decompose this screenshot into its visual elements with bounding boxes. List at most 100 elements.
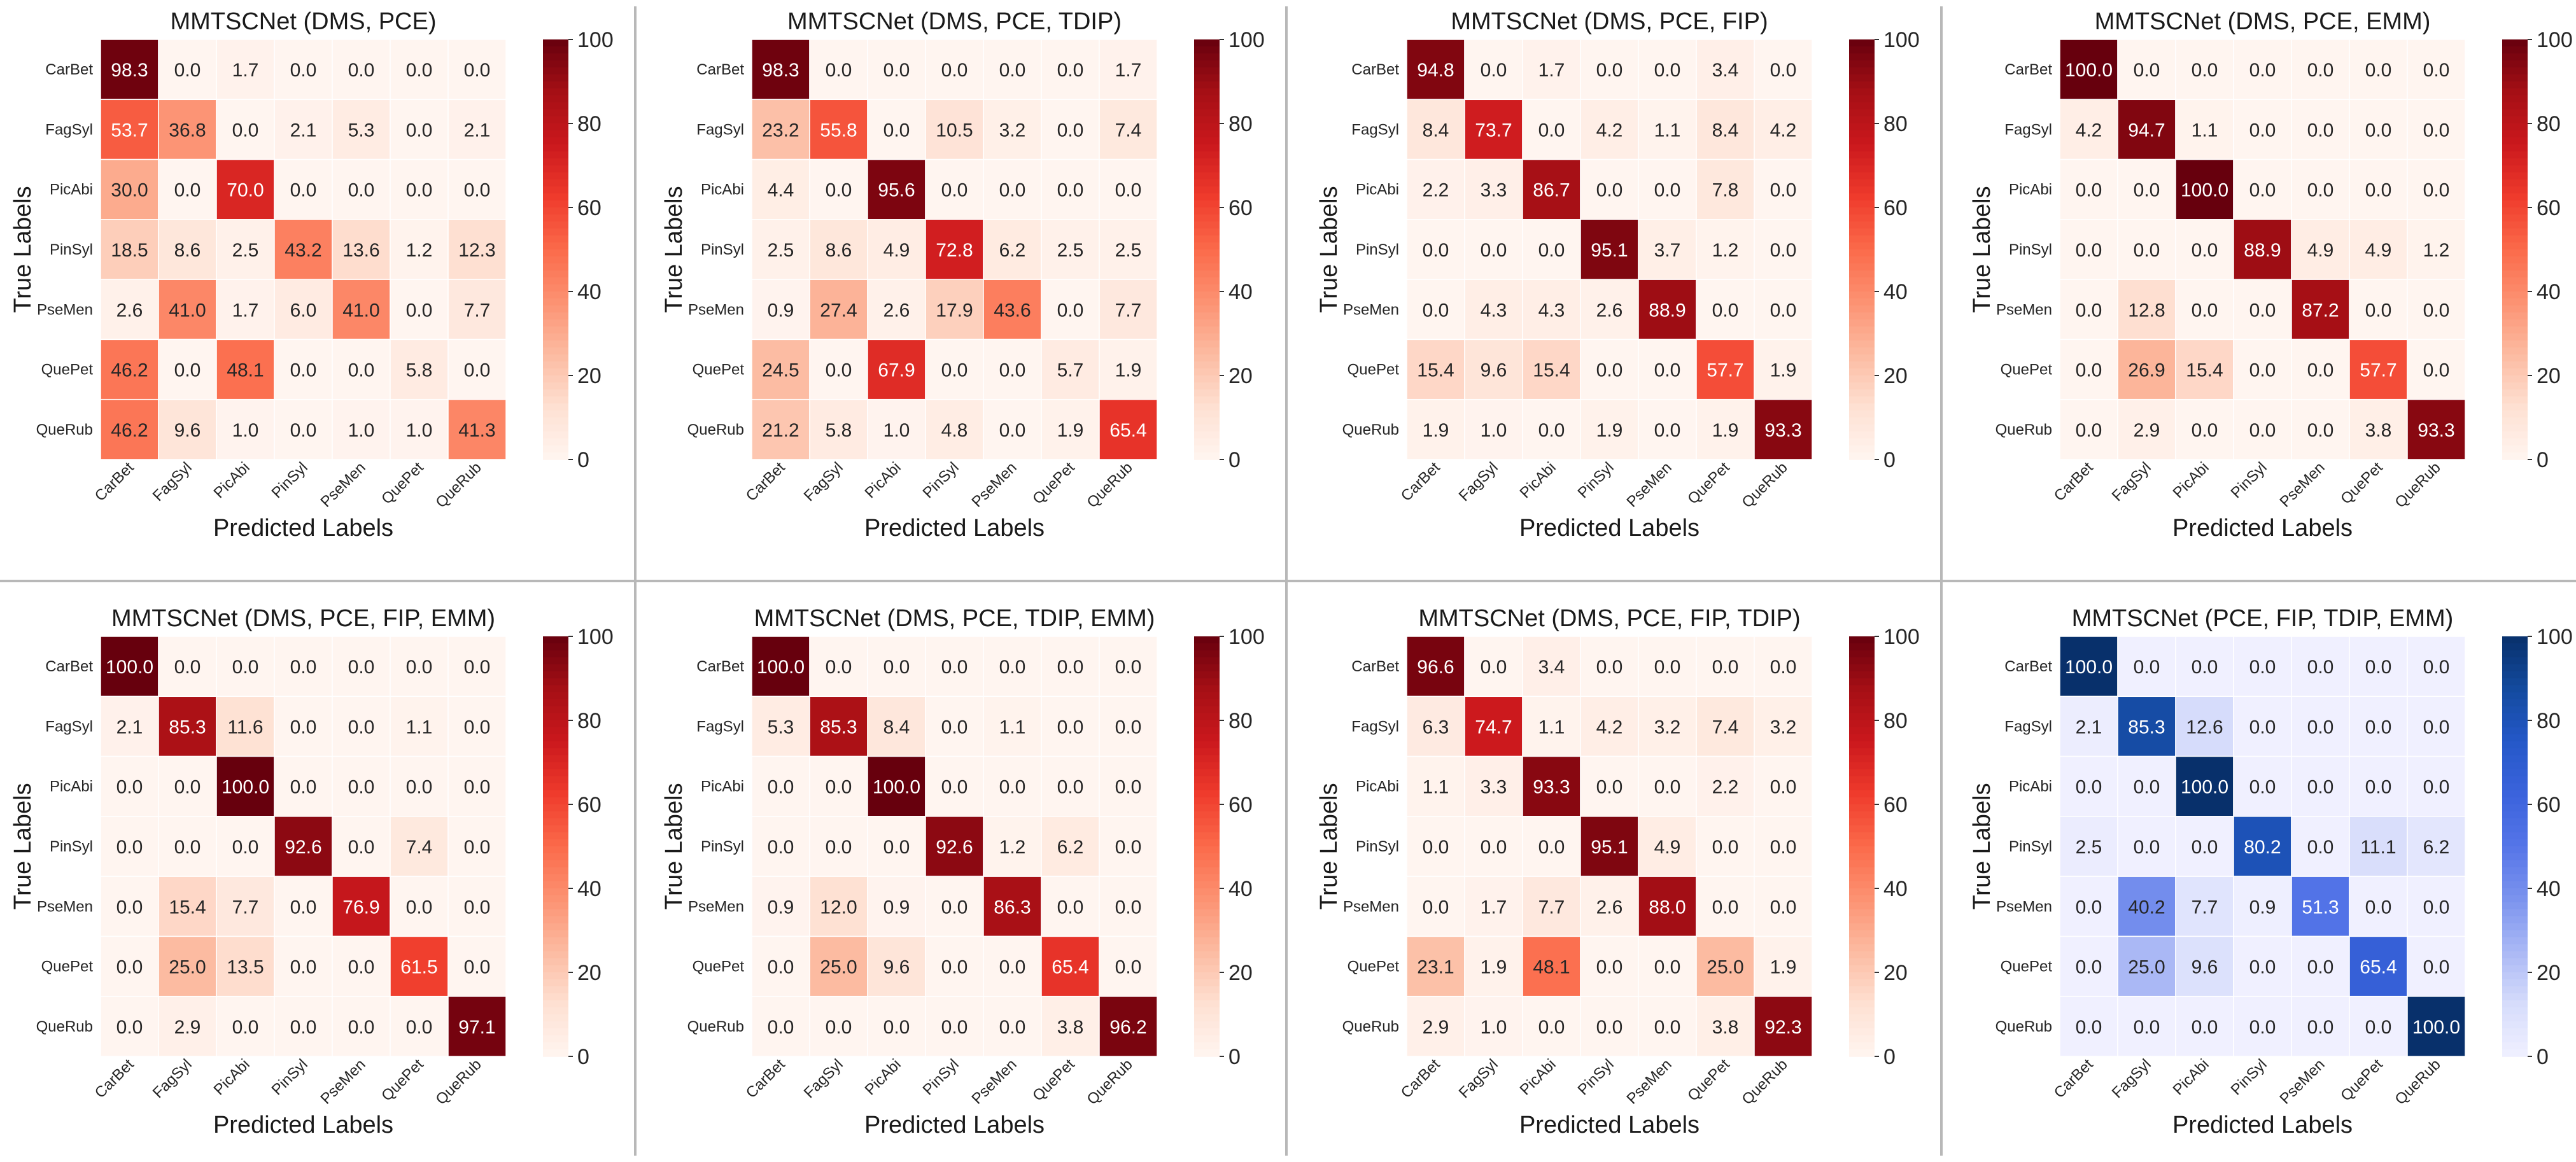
y-tick-label: PicAbi <box>50 778 93 795</box>
cell-value-label: 1.9 <box>1770 957 1797 978</box>
y-tick-label: QuePet <box>2001 958 2053 976</box>
panel-title: MMTSCNet (DMS, PCE, FIP, EMM) <box>111 605 495 632</box>
colorbar-segment <box>1194 734 1220 742</box>
heatmap-cell <box>2117 876 2176 937</box>
cell-value-label: 0.0 <box>406 180 433 201</box>
x-tick-label: PinSyl <box>2228 1056 2270 1098</box>
colorbar-segment <box>543 438 568 446</box>
cell-value-label: 0.0 <box>2249 120 2276 141</box>
heatmap-cell <box>2407 39 2466 101</box>
colorbar-segment <box>1849 81 1875 89</box>
colorbar-segment <box>543 109 568 117</box>
x-tick-label: CarBet <box>743 459 789 505</box>
x-tick-label: QueRub <box>2391 459 2444 511</box>
heatmap-cell <box>2407 935 2466 997</box>
colorbar-segment <box>543 347 568 355</box>
colorbar-segment <box>1194 839 1220 847</box>
heatmap-cell <box>1406 696 1465 757</box>
heatmap-cell <box>216 219 275 280</box>
cell-value-label: 0.0 <box>1712 300 1739 321</box>
colorbar-segment <box>2502 340 2528 348</box>
x-tick-label: QueRub <box>2391 1056 2444 1108</box>
x-tick-label: QuePet <box>1684 1056 1733 1105</box>
cell-value-label: 4.3 <box>1481 300 1507 321</box>
colorbar-segment <box>1194 396 1220 404</box>
colorbar-segment <box>1849 137 1875 145</box>
colorbar-segment <box>1194 403 1220 411</box>
colorbar-segment <box>1194 1035 1220 1043</box>
colorbar-segment <box>1194 235 1220 243</box>
cell-value-label: 1.2 <box>406 240 433 261</box>
colorbar-segment <box>543 699 568 707</box>
colorbar-segment <box>1849 46 1875 54</box>
y-tick-label: CarBet <box>2004 658 2052 675</box>
panel-title: MMTSCNet (DMS, PCE, FIP, TDIP) <box>1418 605 1800 632</box>
heatmap-cell <box>2175 935 2234 997</box>
cell-value-label: 0.0 <box>174 657 201 678</box>
heatmap-cell <box>1696 219 1755 280</box>
colorbar-segment <box>2502 319 2528 327</box>
heatmap-cell <box>2175 755 2234 817</box>
colorbar-segment <box>2502 993 2528 1001</box>
cell-value-label: 1.1 <box>1423 777 1449 798</box>
colorbar-segment <box>1194 636 1220 644</box>
heatmap-cell <box>2291 39 2350 101</box>
cell-value-label: 0.0 <box>1770 837 1797 858</box>
colorbar-segment <box>1194 277 1220 285</box>
cell-value-label: 0.0 <box>2076 897 2102 918</box>
heatmap-cell <box>1638 816 1697 877</box>
cell-value-label: 2.6 <box>883 300 910 321</box>
colorbar-tick-label: 20 <box>577 364 602 388</box>
cell-value-label: 0.0 <box>999 957 1026 978</box>
y-tick-label: PseMen <box>1996 301 2052 318</box>
colorbar-segment <box>2502 256 2528 264</box>
x-tick-label: QueRub <box>1083 459 1136 511</box>
heatmap-cell <box>2291 158 2350 220</box>
cell-value-label: 6.2 <box>1057 837 1084 858</box>
cell-value-label: 0.0 <box>2076 1017 2102 1038</box>
heatmap-cell <box>1754 398 1813 460</box>
colorbar-segment <box>2502 671 2528 679</box>
colorbar-segment <box>2502 130 2528 138</box>
heatmap-cell <box>1696 816 1755 877</box>
y-axis-label: True Labels <box>10 186 36 312</box>
x-tick-label: PseMen <box>968 459 1020 510</box>
y-tick-label: CarBet <box>2004 61 2052 78</box>
cell-value-label: 92.3 <box>1764 1017 1801 1038</box>
colorbar-segment <box>1849 692 1875 700</box>
colorbar-segment <box>1194 860 1220 868</box>
y-tick-label: QueRub <box>36 1018 93 1035</box>
colorbar-segment <box>1849 375 1875 383</box>
colorbar-tick-label: 20 <box>577 961 602 985</box>
y-tick-label: PinSyl <box>701 838 744 855</box>
colorbar-segment <box>2502 902 2528 910</box>
heatmap-cell <box>1406 935 1465 997</box>
heatmap-cell <box>1580 696 1639 757</box>
colorbar-segment <box>1849 818 1875 826</box>
cell-value-label: 0.0 <box>290 717 317 738</box>
colorbar-segment <box>1194 790 1220 798</box>
heatmap-cell <box>1099 219 1158 280</box>
colorbar-segment <box>1194 333 1220 341</box>
heatmap-cell <box>1522 279 1581 340</box>
heatmap-cell <box>2233 995 2292 1057</box>
heatmap-cell <box>2349 696 2408 757</box>
colorbar-segment <box>2502 811 2528 819</box>
colorbar-segment <box>543 902 568 910</box>
cell-value-label: 4.9 <box>883 240 910 261</box>
colorbar-segment <box>2502 685 2528 693</box>
heatmap-cell <box>2291 816 2350 877</box>
heatmap-cell <box>2349 99 2408 160</box>
colorbar-segment <box>1194 881 1220 889</box>
colorbar-segment <box>1849 713 1875 721</box>
heatmap-cell <box>809 158 868 220</box>
heatmap-cell <box>1638 99 1697 160</box>
heatmap-cell <box>1406 816 1465 877</box>
heatmap-cell <box>332 995 391 1057</box>
colorbar-segment <box>1849 186 1875 194</box>
x-tick-label: PseMen <box>317 459 369 510</box>
colorbar-segment <box>1849 109 1875 117</box>
x-axis-label: Predicted Labels <box>213 1112 393 1138</box>
heatmap-cell <box>925 39 984 101</box>
heatmap-cell <box>216 398 275 460</box>
